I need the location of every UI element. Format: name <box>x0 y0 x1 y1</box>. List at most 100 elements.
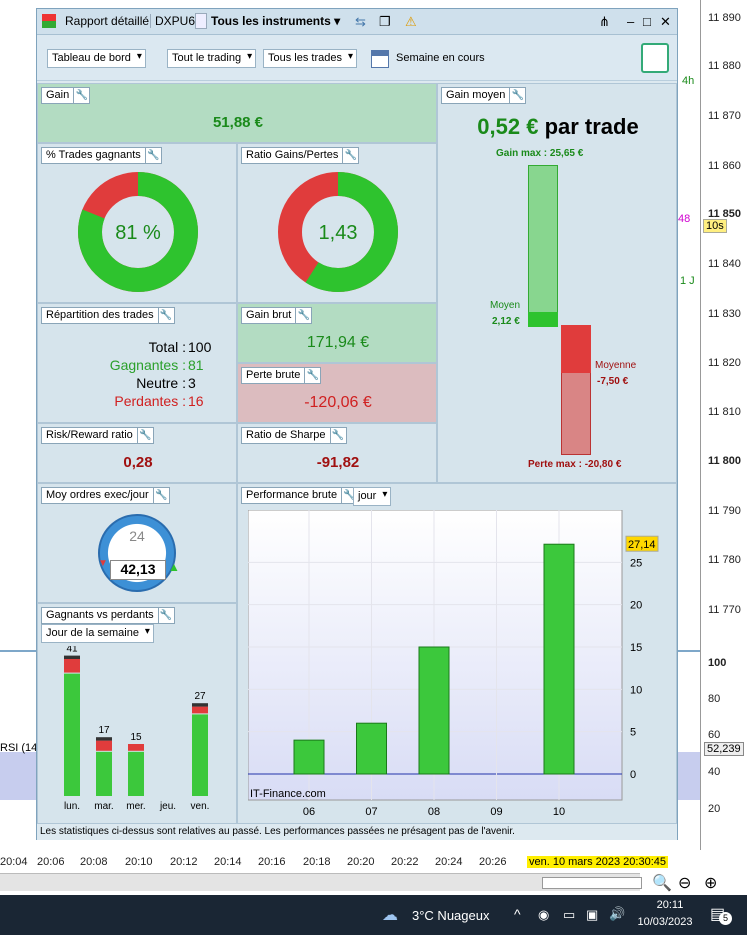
report-settings-icon[interactable] <box>641 43 669 73</box>
gvp-chart: 41 lun. 17 mar. 15 mer. jeu. 27 ven. <box>64 646 210 812</box>
clock-date[interactable]: 10/03/2023 <box>637 916 693 928</box>
x-tick-label: 09 <box>490 806 502 818</box>
warning-icon[interactable]: ⚠ <box>405 14 417 29</box>
down-arrow-icon: ▼ <box>98 558 108 569</box>
period-label[interactable]: Semaine en cours <box>396 52 485 64</box>
copy-icon[interactable]: ❐ <box>379 14 391 29</box>
dashboard-dropdown[interactable]: Tableau de bord <box>47 49 146 68</box>
wrench-icon[interactable]: 🔧 <box>304 368 320 383</box>
trading-dropdown[interactable]: Tout le trading <box>167 49 257 68</box>
wrench-icon[interactable]: 🔧 <box>342 148 358 163</box>
x-tick-label: 08 <box>428 806 440 818</box>
wrench-icon[interactable]: 🔧 <box>157 308 174 323</box>
gain-moyen-panel: Gain moyen 🔧 0,52 € par trade Gain max : … <box>437 83 677 483</box>
up-arrow-icon: ▲ <box>168 560 180 574</box>
perf-period-selector[interactable]: jour <box>353 487 392 506</box>
timeframe-1j: 1 J <box>680 275 695 287</box>
zoom-fit-icon[interactable]: 🔍 <box>652 875 672 892</box>
perf-panel: Performance brute🔧 jour 0 5 10 15 20 25 06 07 08… <box>237 483 677 827</box>
perte-max-text: Perte max : -20,80 € <box>528 459 622 470</box>
time-tick: 20:08 <box>80 856 108 868</box>
cursor-time: ven. 10 mars 2023 20:30:45 <box>527 856 668 868</box>
close-icon[interactable]: ✕ <box>660 14 671 29</box>
instrument-selector[interactable]: Tous les instruments ▾ <box>211 14 341 28</box>
minimize-icon[interactable]: – <box>627 14 635 29</box>
price-marker: 48 <box>678 213 691 225</box>
bar-segment <box>64 673 80 796</box>
wrench-icon[interactable]: 🔧 <box>144 148 161 163</box>
watermark: IT-Finance.com <box>250 788 326 800</box>
wrench-icon[interactable]: 🔧 <box>152 488 169 503</box>
report-window: Rapport détaillé DXPU6 Tous les instrume… <box>36 8 678 840</box>
x-tick-label: lun. <box>64 801 80 812</box>
ratio-value: 1,43 <box>318 222 358 244</box>
scrollbar-thumb[interactable] <box>542 877 642 889</box>
loss-mean-bar <box>561 325 591 373</box>
panel-title: Répartition des trades 🔧 <box>41 307 175 324</box>
wrench-icon[interactable]: 🔧 <box>329 428 346 443</box>
wrench-icon[interactable]: 🔧 <box>295 308 311 323</box>
gvp-selector[interactable]: Jour de la semaine <box>41 624 154 643</box>
repartition-list: Total :100 Gagnantes :81 Neutre :3 Perda… <box>38 338 238 410</box>
record-icon[interactable]: ◉ <box>538 907 550 922</box>
total-label: 41 <box>66 646 78 655</box>
x-tick-label: mar. <box>94 801 113 812</box>
zoom-in-icon[interactable]: ⊕ <box>704 875 718 892</box>
account-label[interactable]: DXPU6 <box>150 14 195 28</box>
price-tick: 11 810 <box>708 406 741 418</box>
panel-title: % Trades gagnants 🔧 <box>41 147 162 164</box>
gvp-panel: Gagnants vs perdants 🔧 Jour de la semaine… <box>37 603 237 827</box>
time-tick: 20:20 <box>347 856 375 868</box>
disclaimer: Les statistiques ci-dessus sont relative… <box>37 823 677 840</box>
calendar-icon[interactable] <box>371 50 389 68</box>
time-tick: 20:22 <box>391 856 419 868</box>
ratio-donut <box>278 172 398 292</box>
weather-text[interactable]: 3°C Nuageux <box>412 908 490 923</box>
win-pct-donut <box>78 172 198 292</box>
moyen-value: 2,12 € <box>492 316 520 327</box>
panel-title: Gain 🔧 <box>41 87 91 104</box>
link-icon[interactable] <box>195 13 207 29</box>
report-title[interactable]: Rapport détaillé <box>65 14 150 28</box>
panel-title: Risk/Reward ratio 🔧 <box>41 427 154 444</box>
toolbar: Tableau de bord Tout le trading Tous les… <box>37 35 677 81</box>
bar-segment <box>192 714 208 796</box>
timeframe-4h: 4h <box>682 75 695 87</box>
volume-icon[interactable]: 🔊 <box>609 906 626 921</box>
gain-brut-value: 171,94 € <box>306 334 370 351</box>
zoom-out-icon[interactable]: ⊖ <box>678 875 692 892</box>
camera-icon[interactable]: ▭ <box>563 907 576 922</box>
price-tick: 11 800 <box>708 455 742 467</box>
wrench-icon[interactable]: 🔧 <box>341 488 357 503</box>
bar <box>293 739 325 775</box>
horizontal-scrollbar[interactable] <box>0 873 642 891</box>
maximize-icon[interactable]: □ <box>643 14 651 29</box>
price-tick: 11 820 <box>708 357 741 369</box>
clock-time[interactable]: 20:11 <box>656 899 684 911</box>
share-icon[interactable]: ⋔ <box>599 14 610 29</box>
moy-ordres-panel: Moy ordres exec/jour 🔧 24 ▼ ▲ 42,13 <box>37 483 237 603</box>
y-tick-label: 0 <box>630 769 636 781</box>
price-tick: 11 770 <box>708 604 741 616</box>
rsi-tick: 40 <box>708 766 721 778</box>
wrench-icon[interactable]: 🔧 <box>157 608 174 623</box>
chevron-up-icon[interactable]: ^ <box>514 906 521 922</box>
perte-brute-panel: Perte brute 🔧 -120,06 € <box>237 363 437 423</box>
wrench-icon[interactable]: 🔧 <box>509 88 525 103</box>
time-tick: 20:18 <box>303 856 331 868</box>
repartition-panel: Répartition des trades 🔧 Total :100 Gagna… <box>37 303 237 423</box>
risk-reward-panel: Risk/Reward ratio 🔧 0,28 <box>37 423 237 483</box>
export-icon[interactable]: ⇆ <box>355 14 366 29</box>
bar-segment <box>192 703 208 707</box>
wrench-icon[interactable]: 🔧 <box>73 88 89 103</box>
gain-max-text: Gain max : 25,65 € <box>496 148 584 159</box>
win-pct-value: 81 % <box>115 222 161 244</box>
title-bar[interactable]: Rapport détaillé DXPU6 Tous les instrume… <box>37 9 677 35</box>
cloud-icon[interactable]: ☁ <box>382 907 398 924</box>
time-tick: 20:14 <box>214 856 242 868</box>
y-tick-label: 10 <box>630 684 642 696</box>
wrench-icon[interactable]: 🔧 <box>136 428 153 443</box>
bar-segment <box>128 751 144 796</box>
trades-dropdown[interactable]: Tous les trades <box>263 49 357 68</box>
network-icon[interactable]: ▣ <box>586 907 599 922</box>
